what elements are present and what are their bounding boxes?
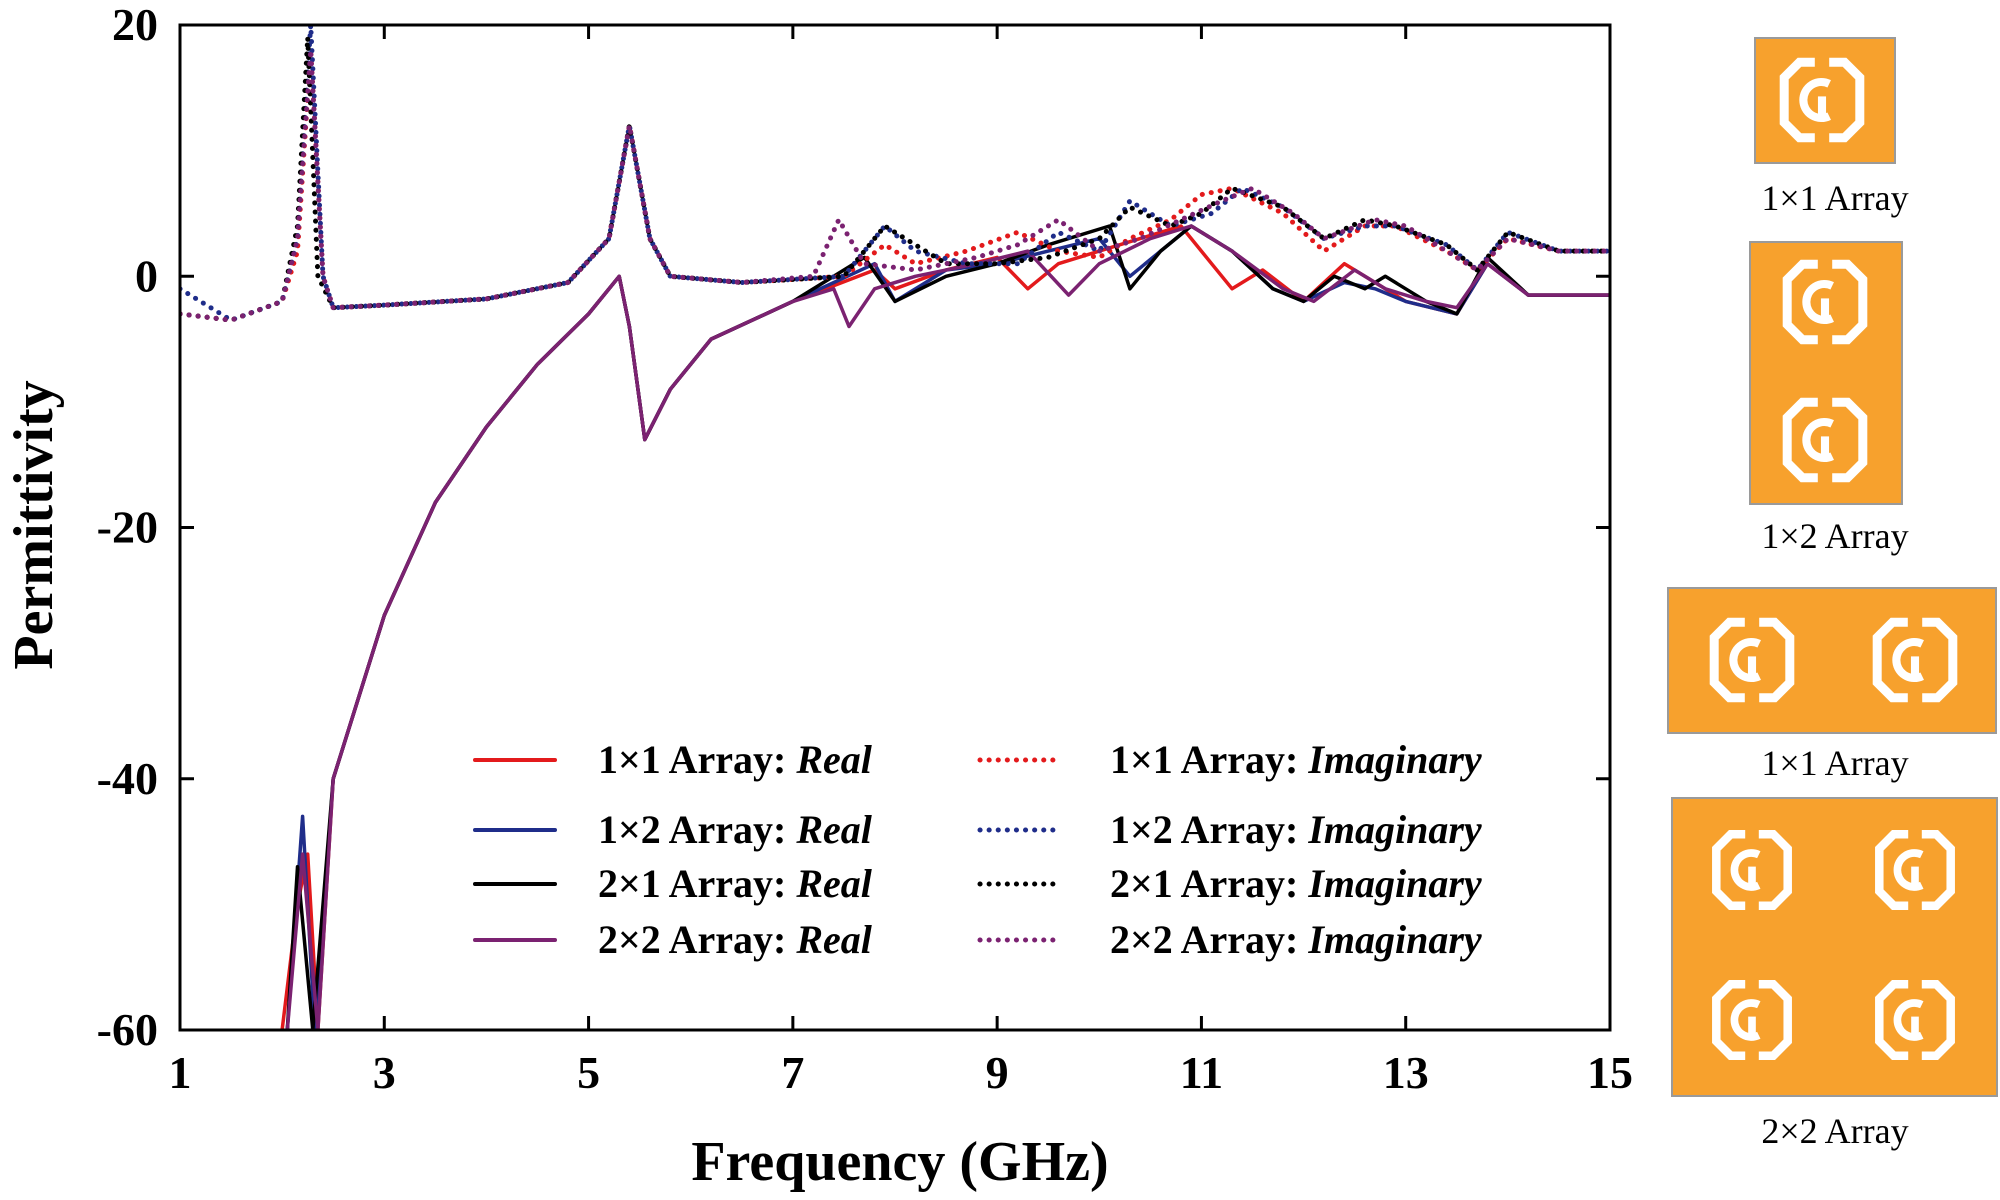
cell-label-1x1-top: 1×1 Array [1761, 178, 1908, 218]
y-tick-label: 20 [112, 0, 158, 50]
x-tick-label: 11 [1180, 1047, 1223, 1098]
split-ring-resonator [1872, 617, 1958, 703]
split-ring-resonator [1712, 830, 1792, 910]
y-tick-label: -40 [97, 753, 158, 804]
cell-1x1-wide-panel [1667, 587, 1997, 734]
cell-label-1x1-wide: 1×1 Array [1761, 743, 1908, 783]
legend-label: 2×1 Array: Imaginary [1110, 861, 1482, 906]
series-line-1x1 Array-imaginary [180, 47, 1610, 323]
y-tick-label: -20 [97, 502, 158, 553]
array-illustrations: 1×1 Array 1×2 Array 1×1 Array 2×2 Array [1667, 37, 1998, 1151]
series-line-2x1 Array-imaginary [180, 35, 1610, 323]
split-ring-resonator [1875, 830, 1955, 910]
split-ring-resonator [1875, 980, 1955, 1060]
x-tick-label: 3 [373, 1047, 396, 1098]
x-tick-label: 15 [1587, 1047, 1633, 1098]
legend-label: 2×2 Array: Imaginary [1110, 917, 1482, 962]
split-ring-resonator [1709, 617, 1795, 703]
x-tick-label: 1 [169, 1047, 192, 1098]
cell-label-1x2: 1×2 Array [1761, 516, 1908, 556]
x-tick-label: 5 [577, 1047, 600, 1098]
y-axis-title: Permittivity [3, 380, 65, 669]
series-line-2x2 Array-real [285, 224, 1610, 1030]
legend-label: 2×2 Array: Real [598, 917, 873, 962]
x-tick-label: 9 [986, 1047, 1009, 1098]
x-tick-label: 13 [1383, 1047, 1429, 1098]
cell-label-2x2: 2×2 Array [1761, 1111, 1908, 1151]
series-line-1x2 Array-imaginary [180, 25, 1610, 323]
series-line-2x2 Array-imaginary [180, 47, 1610, 323]
legend-label: 1×2 Array: Imaginary [1110, 807, 1482, 852]
legend-label: 1×2 Array: Real [598, 807, 873, 852]
split-ring-resonator [1779, 57, 1865, 143]
legend-label: 1×1 Array: Real [598, 737, 873, 782]
series-line-1x1 Array-real [280, 224, 1610, 1030]
legend-label: 2×1 Array: Real [598, 861, 873, 906]
series-line-2x1 Array-real [285, 224, 1610, 1030]
split-ring-resonator [1782, 397, 1868, 483]
series-line-1x2 Array-real [285, 224, 1610, 1030]
legend-label: 1×1 Array: Imaginary [1110, 737, 1482, 782]
y-tick-label: 0 [135, 250, 158, 301]
legend: 1×1 Array: Real 1×1 Array: Imaginary 1×2 A… [473, 737, 1482, 962]
split-ring-resonator [1782, 259, 1868, 345]
x-tick-label: 7 [781, 1047, 804, 1098]
series-layer [180, 25, 1610, 1030]
split-ring-resonator [1712, 980, 1792, 1060]
y-tick-label: -60 [97, 1004, 158, 1055]
x-axis-title: Frequency (GHz) [691, 1131, 1108, 1193]
